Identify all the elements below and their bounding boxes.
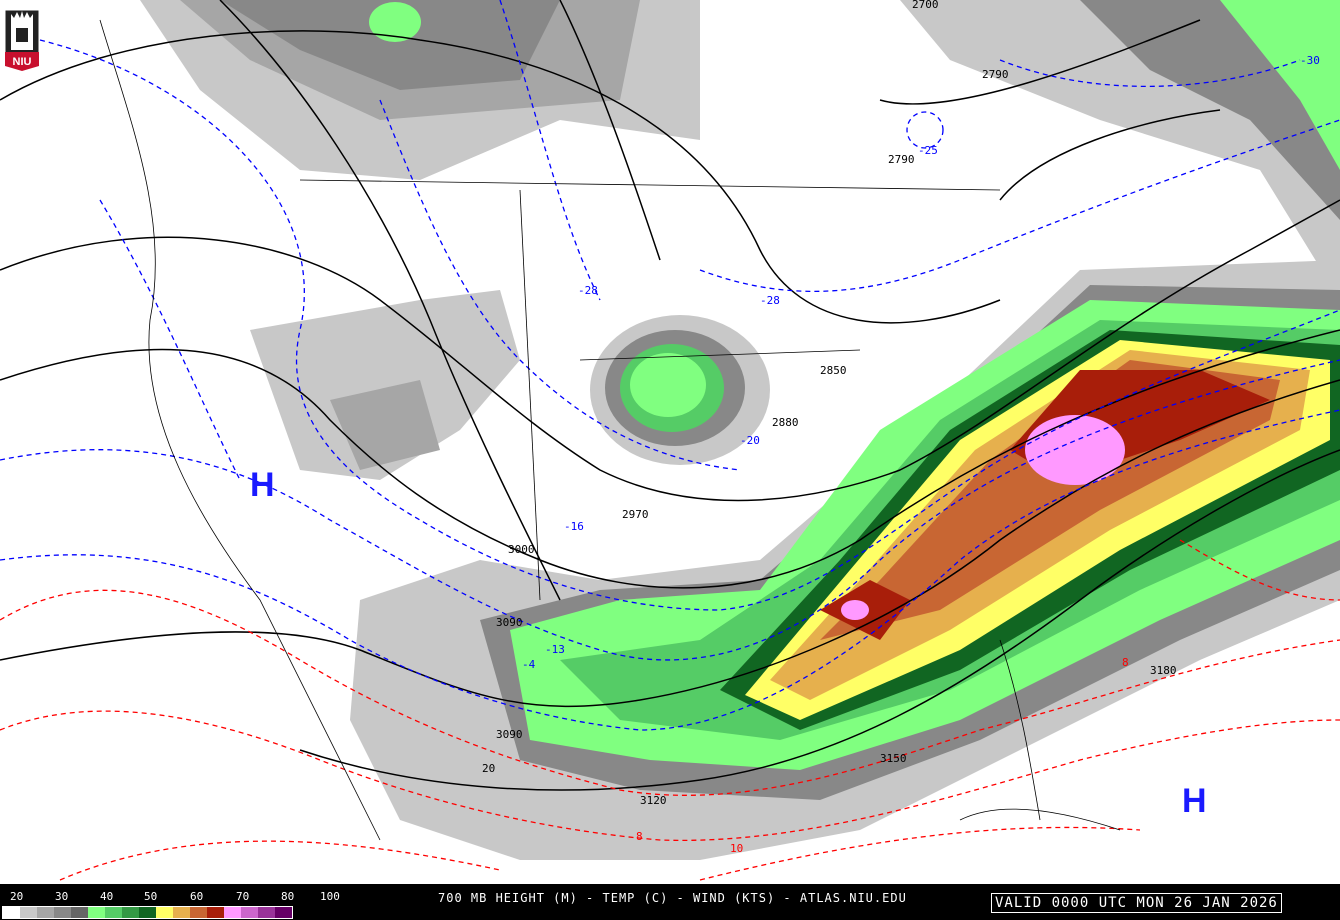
height-label: 2970: [622, 508, 649, 521]
height-label: 3000: [508, 543, 535, 556]
temp-label: 8: [1122, 656, 1129, 669]
niu-logo: NIU: [3, 8, 41, 72]
temperature-labels: -30 -28 -28 -25 -20 -16 -13 -4: [522, 54, 1320, 671]
height-label: 3180: [1150, 664, 1177, 677]
weather-map: 2700 2790 2790 2850 2880 2970 3000 3090 …: [0, 0, 1340, 884]
temp-label: -30: [1300, 54, 1320, 67]
high-pressure-marker: H: [250, 466, 275, 504]
legend-swatch: [88, 907, 105, 918]
legend-swatch: [241, 907, 258, 918]
height-label: 3090: [496, 616, 523, 629]
height-label: 2700: [912, 0, 939, 11]
temp-label: -4: [522, 658, 536, 671]
height-label: 3120: [640, 794, 667, 807]
temp-label: 10: [730, 842, 743, 855]
temp-label: -13: [545, 643, 565, 656]
legend-swatch: [139, 907, 156, 918]
svg-text:NIU: NIU: [13, 56, 32, 68]
legend-tick: 40: [100, 890, 114, 903]
legend-tick: 60: [190, 890, 204, 903]
height-labels: 2700 2790 2790 2850 2880 2970 3000 3090 …: [496, 0, 1177, 807]
valid-time: VALID 0000 UTC MON 26 JAN 2026: [991, 893, 1282, 913]
geographic-boundaries: [99, 19, 1121, 841]
color-legend: [2, 906, 293, 919]
legend-tick: 80: [281, 890, 295, 903]
temp-label: 8: [636, 830, 643, 843]
warm-temperature-labels: 8 8 10 20: [482, 656, 1129, 855]
temp-label: -28: [760, 294, 780, 307]
legend-swatch: [105, 907, 122, 918]
legend-swatch: [275, 907, 292, 918]
temp-label: -28: [578, 284, 598, 297]
map-title: 700 MB HEIGHT (M) - TEMP (C) - WIND (KTS…: [438, 891, 907, 905]
legend-swatch: [258, 907, 275, 918]
high-pressure-marker: H: [1182, 782, 1207, 820]
legend-swatch: [190, 907, 207, 918]
height-label: 3090: [496, 728, 523, 741]
height-contours: [0, 0, 1340, 791]
height-label: 2850: [820, 364, 847, 377]
wind-shading: [140, 0, 1340, 860]
legend-swatch: [3, 907, 20, 918]
legend-tick: 70: [236, 890, 250, 903]
legend-swatch: [224, 907, 241, 918]
legend-tick: 30: [55, 890, 69, 903]
height-label: 2790: [888, 153, 915, 166]
legend-swatch: [20, 907, 37, 918]
cold-isotherms: [0, 0, 1340, 731]
warm-isotherms: [0, 539, 1340, 881]
legend-swatch: [71, 907, 88, 918]
temp-label: 20: [482, 762, 495, 775]
height-label: 2880: [772, 416, 799, 429]
temp-label: -20: [740, 434, 760, 447]
temp-label: -16: [564, 520, 584, 533]
legend-tick: 100: [320, 890, 340, 903]
legend-swatch: [54, 907, 71, 918]
height-label: 3150: [880, 752, 907, 765]
legend-tick: 20: [10, 890, 24, 903]
legend-tick: 50: [144, 890, 158, 903]
height-label: 2790: [982, 68, 1009, 81]
legend-swatch: [37, 907, 54, 918]
legend-swatch: [173, 907, 190, 918]
legend-swatch: [207, 907, 224, 918]
legend-swatch: [122, 907, 139, 918]
map-canvas: 2700 2790 2790 2850 2880 2970 3000 3090 …: [0, 0, 1340, 881]
legend-swatch: [156, 907, 173, 918]
temp-label: -25: [918, 144, 938, 157]
